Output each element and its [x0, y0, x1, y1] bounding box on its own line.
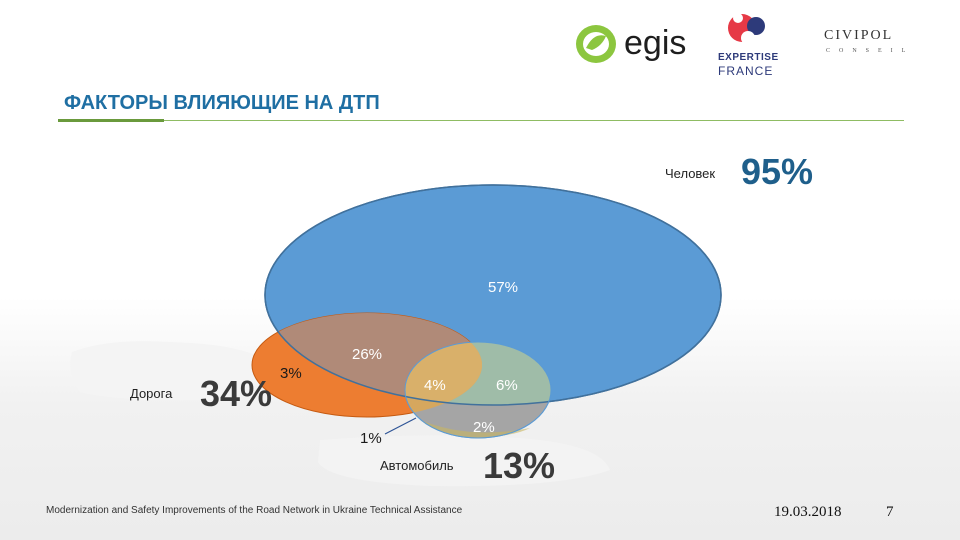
background-shape-bottom: [318, 435, 610, 487]
egis-leaf-icon: [576, 25, 616, 63]
set-human-total: 95%: [741, 151, 813, 192]
region-vehicle-only: [420, 420, 530, 438]
set-vehicle-label: Автомобиль: [380, 458, 454, 473]
footer-date: 19.03.2018: [774, 504, 842, 520]
region-road-vehicle-value: 1%: [360, 430, 382, 447]
set-road-total: 34%: [200, 373, 272, 414]
civipol-logo: CIVIPOL CONSEIL: [814, 24, 924, 64]
region-human-only-value: 57%: [488, 279, 518, 296]
region-human-vehicle-value: 6%: [496, 377, 518, 394]
set-human-label: Человек: [665, 166, 715, 181]
logo-bar: egis EXPERTISE FRANCE CIVIPOL CONSEIL: [0, 0, 960, 90]
region-human-road-value: 26%: [352, 346, 382, 363]
footer-project-title: Modernization and Safety Improvements of…: [46, 505, 463, 516]
set-vehicle-total: 13%: [483, 445, 555, 486]
slide-title: ФАКТОРЫ ВЛИЯЮЩИЕ НА ДТП: [64, 92, 380, 114]
title-divider: [58, 120, 904, 121]
set-road-label: Дорога: [130, 386, 173, 401]
civipol-wordmark: CIVIPOL: [824, 28, 894, 43]
france-label: FRANCE: [718, 64, 774, 78]
region-road-only-value: 3%: [280, 365, 302, 382]
background-shape-left: [70, 341, 265, 401]
region-all-three-value: 4%: [424, 377, 446, 394]
region-vehicle-only-value: 2%: [473, 419, 495, 436]
egis-logo: egis: [572, 18, 698, 68]
leader-line-road-vehicle: [384, 417, 417, 435]
civipol-subline: CONSEIL: [826, 48, 915, 54]
expertise-france-logo: EXPERTISE FRANCE: [712, 6, 790, 80]
expertise-france-emblem-icon: [728, 13, 765, 45]
expertise-label: EXPERTISE: [718, 52, 779, 63]
title-divider-accent: [58, 119, 164, 122]
egis-wordmark: egis: [624, 24, 687, 62]
page-number: 7: [886, 504, 894, 520]
